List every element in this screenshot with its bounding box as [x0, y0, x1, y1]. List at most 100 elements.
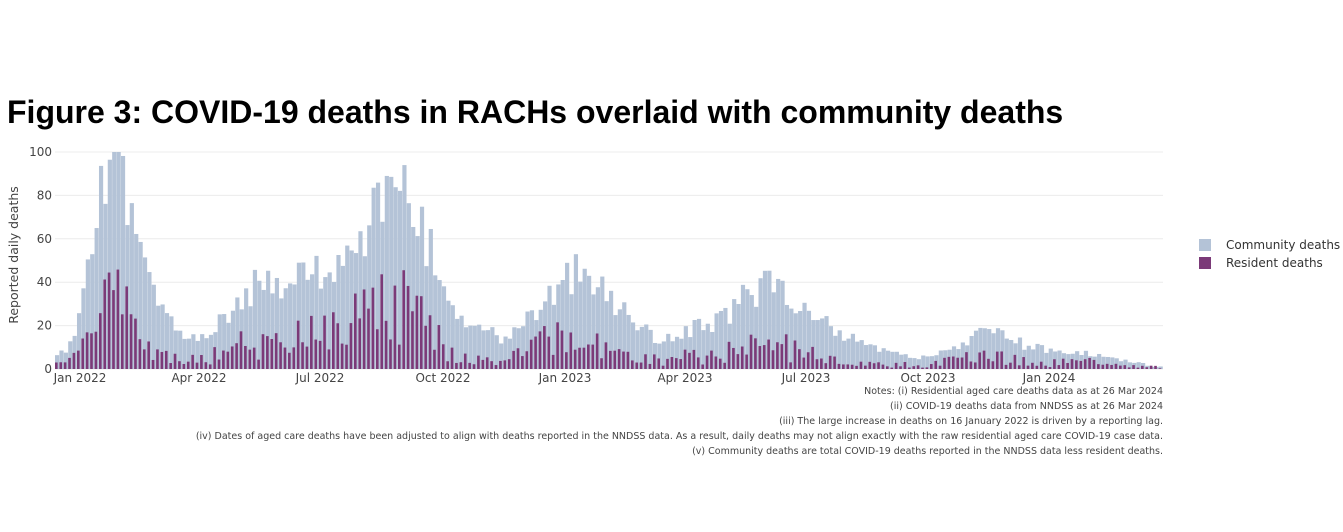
community-deaths-bar [714, 313, 719, 369]
legend-item-community[interactable]: Community deaths [1199, 236, 1340, 254]
resident-deaths-bar [951, 356, 955, 369]
resident-deaths-bar [204, 362, 208, 369]
resident-deaths-bar [288, 352, 291, 369]
community-deaths-bar [1123, 359, 1128, 369]
community-deaths-bar [485, 330, 491, 369]
resident-deaths-bar [402, 270, 405, 369]
resident-deaths-bar [90, 333, 93, 369]
community-deaths-bar [81, 288, 86, 369]
resident-deaths-bar [147, 341, 150, 369]
resident-deaths-bar [881, 364, 885, 369]
resident-deaths-bar [820, 358, 823, 369]
community-deaths-bar [222, 314, 227, 369]
legend-item-resident[interactable]: Resident deaths [1199, 254, 1340, 272]
resident-deaths-bar [1132, 365, 1135, 369]
resident-deaths-bar [622, 351, 625, 369]
community-deaths-bar [72, 335, 77, 369]
community-deaths-bar [630, 322, 636, 369]
community-deaths-bar [499, 343, 504, 369]
resident-deaths-bar [965, 352, 968, 369]
community-deaths-bar [235, 297, 240, 369]
resident-deaths-bar [411, 311, 414, 369]
resident-deaths-bar [85, 332, 89, 369]
resident-deaths-bar [938, 365, 942, 369]
community-deaths-bar [995, 328, 1001, 369]
x-tick-label: Apr 2023 [657, 371, 712, 385]
resident-deaths-bar [120, 314, 124, 369]
community-deaths-bar [600, 276, 605, 369]
resident-deaths-bar [899, 366, 902, 369]
resident-deaths-bar [1061, 358, 1065, 369]
community-deaths-bar [455, 318, 460, 369]
community-deaths-bar [718, 310, 724, 369]
community-deaths-bar [173, 330, 178, 369]
resident-deaths-bar [200, 355, 203, 369]
community-deaths-bar [696, 318, 702, 369]
community-deaths-bar [824, 316, 829, 369]
resident-deaths-bar [1154, 365, 1157, 369]
community-deaths-bar [424, 266, 429, 369]
resident-deaths-bar [173, 353, 177, 369]
resident-deaths-bar [336, 323, 340, 369]
community-deaths-bar [305, 279, 310, 369]
community-deaths-bar [850, 333, 856, 369]
community-deaths-bar [560, 280, 565, 369]
community-deaths-bar [336, 255, 341, 369]
resident-deaths-bar [1123, 365, 1127, 369]
resident-deaths-bar [587, 344, 590, 369]
resident-deaths-bar [345, 344, 348, 369]
community-deaths-bar [257, 280, 262, 369]
resident-deaths-bar [239, 331, 243, 369]
community-deaths-bar [820, 318, 825, 369]
resident-deaths-bar [499, 360, 502, 369]
community-deaths-bar [569, 294, 574, 369]
community-deaths-bar [437, 280, 442, 369]
resident-deaths-bar [780, 344, 784, 369]
resident-deaths-bar [1097, 364, 1100, 369]
resident-deaths-bar [72, 352, 76, 369]
community-deaths-bar [881, 348, 886, 369]
resident-deaths-bar [907, 367, 911, 369]
community-deaths-bar [138, 241, 143, 369]
community-deaths-bar [507, 338, 513, 369]
resident-deaths-bar [855, 365, 858, 369]
resident-deaths-bar [367, 308, 370, 369]
resident-deaths-bar [1083, 359, 1087, 369]
resident-deaths-bar [578, 347, 581, 369]
resident-deaths-bar [736, 354, 740, 369]
community-deaths-bar [107, 159, 112, 369]
resident-deaths-bar [890, 367, 894, 369]
resident-deaths-bar [692, 349, 696, 369]
community-deaths-bar [626, 314, 631, 369]
note-4: (iv) Dates of aged care deaths have been… [195, 431, 1163, 442]
community-deaths-bar [1035, 343, 1040, 369]
legend-label-resident: Resident deaths [1226, 256, 1323, 270]
community-deaths-bar [547, 285, 552, 369]
resident-deaths-bar [477, 355, 480, 369]
community-deaths-bar [459, 315, 464, 369]
resident-deaths-bar [164, 350, 168, 369]
resident-deaths-bar [582, 347, 586, 369]
resident-deaths-bar [710, 350, 713, 369]
community-deaths-bar [270, 293, 275, 369]
resident-deaths-bar [142, 349, 146, 369]
resident-deaths-bar [169, 363, 172, 369]
community-deaths-bar [389, 176, 394, 369]
resident-deaths-bar [1044, 365, 1047, 369]
resident-deaths-bar [138, 339, 142, 369]
community-deaths-bar [907, 357, 913, 369]
resident-deaths-bar [798, 349, 801, 369]
resident-deaths-bar [626, 351, 630, 369]
community-deaths-bar [142, 257, 148, 369]
resident-deaths-bar [1158, 368, 1162, 369]
community-deaths-bar [679, 338, 684, 369]
community-deaths-bar [670, 341, 675, 369]
resident-deaths-bar [543, 326, 546, 369]
resident-deaths-bar [644, 354, 647, 369]
community-deaths-bar [811, 320, 816, 369]
resident-deaths-bar [666, 358, 669, 369]
resident-deaths-bar [987, 358, 990, 369]
resident-deaths-bar [864, 365, 867, 369]
resident-deaths-bar [415, 295, 419, 369]
resident-deaths-bar [340, 343, 344, 369]
